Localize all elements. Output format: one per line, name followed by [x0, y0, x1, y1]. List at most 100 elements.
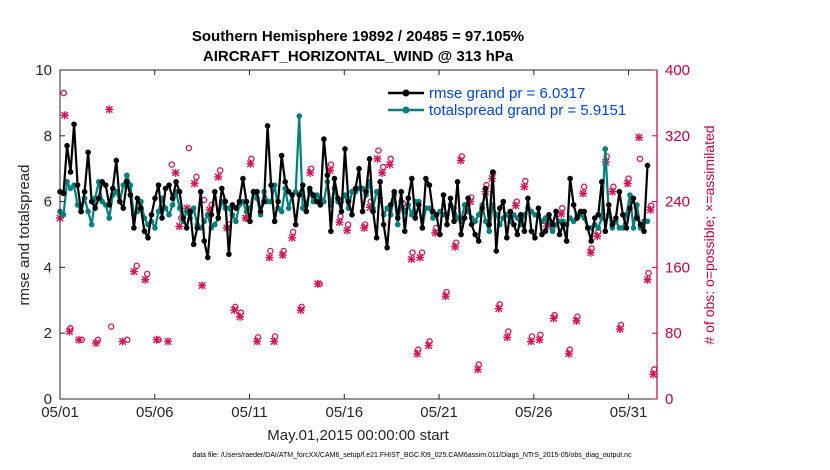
totalspread-point — [570, 218, 577, 225]
rmse-point — [106, 202, 113, 208]
obs-assimilated-marker — [520, 182, 529, 191]
obs-assimilated-marker — [451, 242, 460, 251]
totalspread-point — [60, 211, 67, 218]
totalspread-point — [482, 218, 489, 225]
rmse-point — [215, 215, 222, 221]
obs-assimilated-marker — [373, 154, 382, 163]
obs-assimilated-marker — [326, 166, 335, 175]
rmse-point — [289, 192, 295, 198]
rmse-point — [226, 251, 232, 258]
totalspread-point — [430, 215, 436, 221]
totalspread-point — [64, 179, 70, 185]
totalspread-point — [124, 172, 130, 179]
rmse-point — [349, 211, 355, 218]
y-right-tick-label: 0 — [665, 391, 673, 408]
rmse-point — [363, 188, 369, 195]
rmse-point — [539, 231, 545, 238]
x-axis-label: May.01,2015 00:00:00 start — [267, 427, 449, 444]
rmse-point — [620, 211, 626, 218]
rmse-point — [176, 188, 183, 195]
rmse-point — [127, 192, 134, 198]
totalspread-point — [285, 205, 292, 211]
rmse-point — [109, 185, 116, 192]
obs-assimilated-marker — [526, 337, 535, 346]
obs-assimilated-glyph — [365, 203, 374, 212]
totalspread-point — [88, 221, 95, 228]
obs-assimilated-glyph — [288, 233, 297, 242]
rmse-point — [412, 215, 419, 221]
totalspread-point — [278, 208, 285, 215]
obs-assimilated-marker — [141, 275, 150, 284]
totalspread-point — [644, 218, 651, 225]
rmse-point — [507, 208, 514, 215]
y-left-tick-label: 8 — [44, 128, 52, 145]
obs-possible-marker — [610, 183, 617, 191]
rmse-point — [398, 188, 405, 195]
rmse-point — [331, 175, 338, 182]
totalspread-point — [226, 205, 232, 211]
obs-assimilated-glyph — [646, 205, 655, 214]
rmse-point — [356, 165, 362, 172]
totalspread-point — [155, 208, 162, 215]
rmse-point — [574, 215, 580, 221]
rmse-point — [458, 231, 464, 238]
rmse-point — [275, 198, 281, 205]
rmse-point — [152, 195, 158, 202]
x-tick-label: 05/06 — [136, 404, 174, 421]
rmse-point — [637, 221, 644, 228]
rmse-point — [306, 185, 313, 192]
obs-assimilated-marker — [360, 223, 369, 232]
rmse-point — [197, 188, 204, 195]
obs-possible-marker — [185, 144, 193, 152]
obs-assimilated-marker — [431, 228, 440, 237]
rmse-point — [81, 188, 88, 195]
obs-assimilated-glyph — [270, 337, 279, 346]
obs-assimilated-marker — [246, 159, 255, 168]
obs-assimilated-glyph — [431, 228, 440, 237]
rmse-point — [616, 188, 623, 195]
rmse-point — [630, 195, 637, 202]
obs-assimilated-marker — [278, 251, 287, 260]
rmse-point — [303, 208, 310, 215]
totalspread-point — [630, 225, 637, 231]
rmse-point — [588, 238, 595, 244]
obs-assimilated-marker — [214, 172, 223, 181]
obs-assimilated-glyph — [198, 281, 207, 290]
obs-assimilated-glyph — [141, 275, 150, 284]
obs-assimilated-glyph — [129, 267, 138, 276]
obs-assimilated-marker — [265, 253, 274, 262]
obs-possible-marker — [625, 175, 632, 182]
obs-assimilated-glyph — [407, 255, 416, 264]
rmse-point — [581, 208, 587, 215]
rmse-point — [328, 228, 334, 235]
rmse-point — [229, 202, 236, 208]
x-tick-label: 05/16 — [326, 404, 364, 421]
obs-assimilated-glyph — [572, 316, 581, 325]
rmse-point — [211, 188, 218, 195]
obs-assimilated-marker — [593, 232, 602, 241]
rmse-point — [444, 221, 450, 228]
obs-assimilated-marker — [643, 275, 652, 284]
obs-assimilated-glyph — [214, 172, 223, 181]
rmse-point — [595, 211, 602, 218]
rmse-point — [518, 211, 524, 218]
rmse-point — [113, 157, 120, 164]
totalspread-point — [67, 185, 74, 192]
totalspread-point — [475, 211, 482, 218]
obs-assimilated-marker — [171, 168, 180, 177]
rmse-point — [567, 175, 573, 182]
obs-assimilated-marker — [296, 306, 305, 315]
obs-assimilated-marker — [579, 189, 588, 198]
obs-assimilated-glyph — [60, 111, 69, 120]
obs-assimilated-glyph — [643, 275, 652, 284]
y-right-tick-label: 400 — [665, 62, 690, 79]
totalspread-point — [342, 192, 348, 198]
obs-assimilated-marker — [616, 325, 625, 334]
rmse-point — [92, 205, 98, 211]
obs-assimilated-marker — [511, 201, 520, 210]
rmse-point — [409, 175, 415, 182]
legend-spread-label: totalspread grand pr = 5.9151 — [429, 102, 626, 119]
obs-assimilated-glyph — [494, 304, 503, 313]
rmse-point — [641, 228, 647, 235]
data-file-footer: data file: /Users/raeder/DAI/ATM_forcXX/… — [192, 452, 632, 459]
